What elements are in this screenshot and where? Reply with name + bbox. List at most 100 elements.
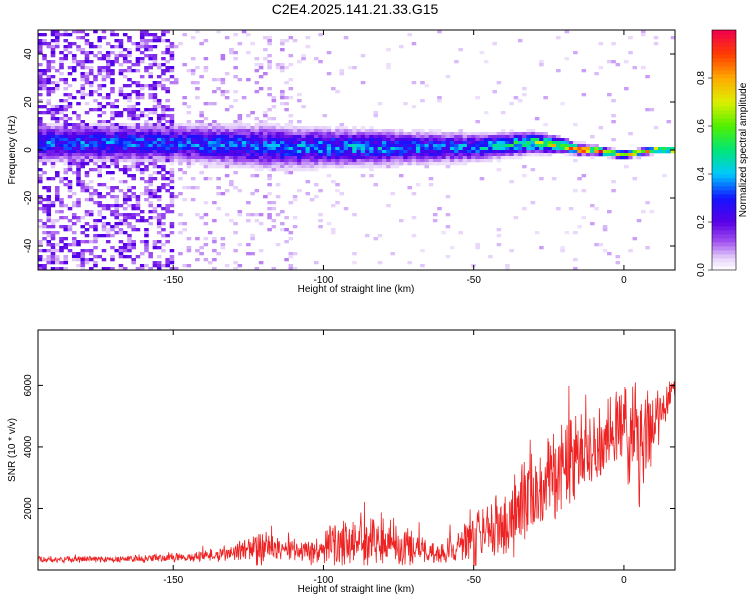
spectrogram-cell <box>59 198 64 202</box>
spectrogram-cell <box>114 207 119 211</box>
spectrogram-cell <box>398 129 404 133</box>
spectrogram-cell <box>543 132 548 136</box>
spectrogram-cell <box>101 216 107 220</box>
spectrogram-cell <box>224 144 230 148</box>
spectrogram-cell <box>301 54 306 58</box>
spectrogram-cell <box>246 159 251 163</box>
spectrogram-cell <box>169 69 175 73</box>
spectrogram-cell <box>258 153 264 157</box>
spectrogram-cell <box>63 258 69 262</box>
spectrogram-cell <box>309 129 315 133</box>
spectrogram-cell <box>530 201 536 205</box>
spectrogram-cell <box>216 78 221 82</box>
spectrogram-cell <box>377 138 383 142</box>
spectrogram-cell <box>305 156 311 160</box>
spectrogram-cell <box>165 99 170 103</box>
spectrogram-cell <box>237 189 243 193</box>
spectrogram-cell <box>263 195 268 199</box>
spectrogram-cell <box>118 204 124 208</box>
spectrogram-cell <box>80 126 86 130</box>
spectrogram-cell <box>288 36 294 40</box>
spectrogram-cell <box>42 231 47 235</box>
spectrogram-cell <box>288 78 294 82</box>
spectrogram-cell <box>216 141 221 145</box>
spectrogram-cell <box>348 129 353 133</box>
spectrogram-cell <box>258 144 264 148</box>
spectrogram-cell <box>156 63 162 67</box>
spectrogram-cell <box>148 84 153 88</box>
spectrogram-cell <box>454 156 459 160</box>
spectrogram-cell <box>632 156 638 160</box>
spectrogram-cell <box>573 150 578 154</box>
spectrogram-cell <box>581 93 587 97</box>
spectrogram-cell <box>246 165 251 169</box>
spectrogram-cell <box>390 153 396 157</box>
spectrogram-cell <box>105 156 111 160</box>
spectrogram-cell <box>118 93 124 97</box>
spectrogram-cell <box>131 81 136 85</box>
spectrogram-cell <box>199 150 204 154</box>
spectrogram-cell <box>50 33 56 37</box>
spectrogram-cell <box>156 216 162 220</box>
spectrogram-cell <box>352 252 357 256</box>
spectrogram-cell <box>670 150 676 154</box>
spectrogram-cell <box>509 132 514 136</box>
spectrogram-cell <box>199 252 204 256</box>
colorbar-swatch <box>712 210 736 215</box>
spectrogram-cell <box>530 129 536 133</box>
spectrogram-cell <box>161 213 166 217</box>
spectrogram-cell <box>280 168 285 172</box>
spectrogram-cell <box>386 138 391 142</box>
spectrogram-cell <box>445 225 451 229</box>
spectrogram-cell <box>356 159 362 163</box>
spectrogram-cell <box>318 159 323 163</box>
spectrogram-cell <box>144 231 149 235</box>
spectrogram-cell <box>54 120 60 124</box>
spectrogram-cell <box>224 264 230 268</box>
spectrogram-cell <box>394 135 400 139</box>
spectrogram-cell <box>190 132 196 136</box>
spectrogram-cell <box>42 153 47 157</box>
spectrogram-cell <box>54 255 60 259</box>
snr-x-tick-label: -50 <box>466 575 481 586</box>
spectrogram-cell <box>297 60 302 64</box>
spectrogram-cell <box>360 156 366 160</box>
spectrogram-cell <box>246 51 251 55</box>
spectrogram-cell <box>148 45 153 49</box>
spectrogram-cell <box>76 147 81 151</box>
spectrogram-cell <box>216 162 221 166</box>
colorbar-swatch <box>712 130 736 135</box>
spectrogram-cell <box>275 168 281 172</box>
spectrogram-cell <box>271 129 277 133</box>
spectrogram-cell <box>38 168 43 172</box>
spectrogram-cell <box>314 165 319 169</box>
spectrogram-cell <box>144 138 149 142</box>
spectrogram-cell <box>305 144 311 148</box>
spectrogram-cell <box>156 120 162 124</box>
spectrogram-cell <box>297 168 302 172</box>
spectrogram-cell <box>101 138 107 142</box>
spectrogram-cell <box>309 144 315 148</box>
spectrogram-cell <box>458 231 463 235</box>
spectrogram-cell <box>670 36 676 40</box>
spectrogram-cell <box>165 141 170 145</box>
spectrogram-cell <box>670 147 676 151</box>
spectrogram-cell <box>292 165 298 169</box>
spectrogram-cell <box>224 36 230 40</box>
spectrogram-cell <box>615 153 621 157</box>
spectrogram-cell <box>46 63 52 67</box>
spectrogram-cell <box>284 159 289 163</box>
spectrogram-cell <box>42 42 47 46</box>
spectrogram-cell <box>386 48 391 52</box>
spectrogram-cell <box>182 147 187 151</box>
spectrogram-cell <box>254 213 260 217</box>
spectrogram-cell <box>526 135 531 139</box>
spectrogram-cell <box>135 126 141 130</box>
spectrogram-cell <box>135 159 141 163</box>
colorbar-swatch <box>712 162 736 167</box>
spectrogram-cell <box>71 132 77 136</box>
spectrogram-cell <box>250 153 255 157</box>
spectrogram-cell <box>207 132 213 136</box>
spectrogram-cell <box>135 207 141 211</box>
spectrogram-cell <box>220 123 226 127</box>
